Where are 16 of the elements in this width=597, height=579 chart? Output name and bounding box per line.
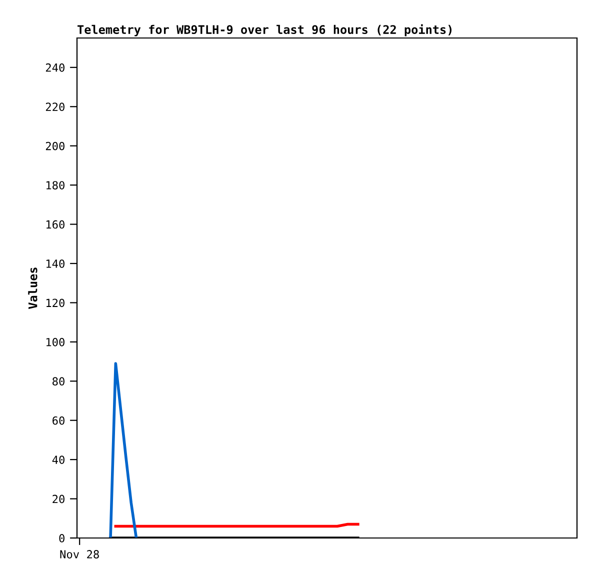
y-tick-label: 80 <box>52 377 64 386</box>
y-tick-label: 0 <box>59 534 64 542</box>
y-tick-label: 160 <box>46 220 64 229</box>
chart-title: Telemetry for WB9TLH-9 over last 96 hours (22 points) <box>78 24 452 36</box>
y-tick-label: 120 <box>46 298 64 308</box>
x-tick-label: Nov 28 <box>60 550 99 558</box>
y-tick-label: 140 <box>46 259 64 268</box>
y-tick-label: 180 <box>46 181 64 190</box>
y-tick-label: 40 <box>52 456 64 464</box>
y-tick-label: 200 <box>46 142 64 150</box>
y-tick-label: 240 <box>46 63 64 72</box>
y-tick-label: 20 <box>52 494 64 504</box>
y-axis-title: Values <box>28 268 38 309</box>
y-tick-label: 220 <box>46 102 64 112</box>
y-tick-label: 100 <box>46 338 64 346</box>
y-tick-label: 60 <box>52 416 64 425</box>
